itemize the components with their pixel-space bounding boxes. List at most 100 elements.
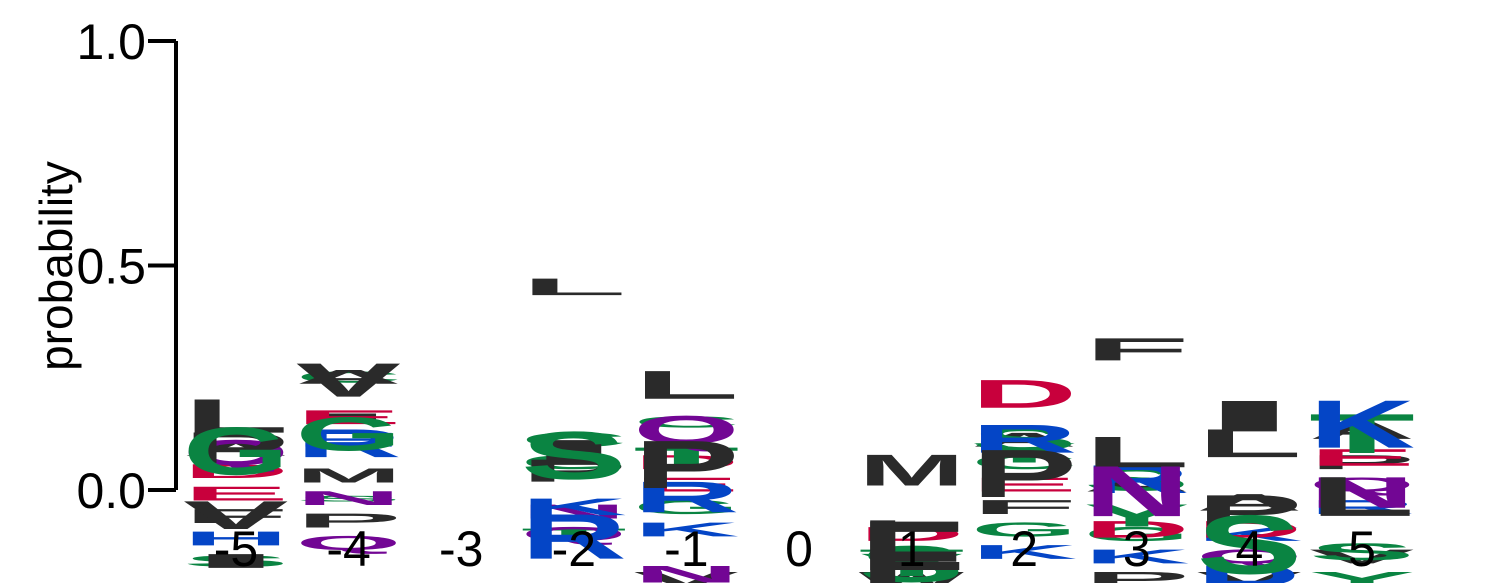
logo-letters: SIHFEDAVQPLGTSQPNMIHECARGVRYTQNKGCPIRLSV… xyxy=(183,274,1415,583)
logo-letter: I xyxy=(296,411,402,424)
y-tick-label: 1.0 xyxy=(76,14,146,70)
logo-letter: G xyxy=(971,518,1077,540)
logo-letter: N xyxy=(633,561,739,583)
logo-letter: R xyxy=(971,416,1077,461)
logo-letter: I xyxy=(183,550,289,572)
logo-letter: Y xyxy=(1084,498,1190,534)
logo-letter: L xyxy=(859,505,965,583)
logo-letter: N xyxy=(296,487,402,509)
logo-letter: A xyxy=(1084,474,1190,496)
y-tick-label: 0.5 xyxy=(76,239,146,295)
logo-letter: A xyxy=(1309,417,1415,444)
logo-letter: D xyxy=(1196,516,1302,543)
logo-letter: K xyxy=(1084,545,1190,567)
logo-letter: D xyxy=(859,523,965,545)
logo-letter: S xyxy=(1084,462,1190,498)
logo-letter: S xyxy=(183,552,289,570)
x-tick-label: -4 xyxy=(326,521,370,577)
logo-letter: K xyxy=(521,494,627,521)
logo-letter: F xyxy=(971,496,1077,518)
logo-letter: E xyxy=(971,473,1077,495)
logo-letter: Q xyxy=(633,408,739,453)
logo-letter: S xyxy=(859,535,965,583)
logo-letter: C xyxy=(633,413,739,431)
logo-letter: P xyxy=(1309,451,1415,473)
x-tick-label: -3 xyxy=(439,521,483,577)
logo-letter: D xyxy=(1084,516,1190,543)
logo-letter: F xyxy=(859,502,965,583)
logo-letter: T xyxy=(1309,402,1415,465)
logo-letter: R xyxy=(521,501,627,573)
x-tick-label: 1 xyxy=(898,521,926,577)
logo-letter: S xyxy=(521,417,627,493)
logo-letter: C xyxy=(296,368,402,386)
logo-letter: Y xyxy=(859,547,965,583)
logo-letter: Q xyxy=(296,532,402,554)
x-tick-labels: -5 -4 -3 -2 -1 0 1 2 3 4 5 xyxy=(214,521,1376,577)
logo-letter: G xyxy=(183,413,289,490)
logo-letter: F xyxy=(183,505,289,527)
y-tick-label: 0.0 xyxy=(76,463,146,519)
logo-letter: N xyxy=(1309,468,1415,517)
logo-letter: A xyxy=(183,438,289,460)
logo-letter: L xyxy=(1196,421,1302,466)
logo-letter: K xyxy=(1196,523,1302,545)
logo-letter: V xyxy=(1309,545,1415,567)
logo-letter: P xyxy=(971,435,1077,511)
x-tick-label: 3 xyxy=(1123,521,1151,577)
logo-letter: W xyxy=(859,568,965,583)
logo-letter: V xyxy=(1196,568,1302,583)
x-tick-label: 5 xyxy=(1348,521,1376,577)
logo-letter: V xyxy=(296,353,402,407)
logo-letter: P xyxy=(633,426,739,502)
logo-letter: S xyxy=(1309,538,1415,565)
logo-letter: G xyxy=(1084,523,1190,545)
x-tick-label: 2 xyxy=(1010,521,1038,577)
logo-letter: M xyxy=(859,446,965,495)
y-axis: 0.0 0.5 1.0 xyxy=(76,14,178,519)
logo-letter: R xyxy=(1196,556,1302,583)
x-tick-label: -2 xyxy=(552,521,596,577)
logo-letter: P xyxy=(1196,486,1302,536)
logo-letter: L xyxy=(633,362,739,407)
logo-letter: F xyxy=(1084,332,1190,368)
logo-letter: I xyxy=(1196,391,1302,440)
logo-letter: S xyxy=(1196,497,1302,583)
logo-letter: P xyxy=(1084,568,1190,583)
x-tick-label: 4 xyxy=(1235,521,1263,577)
logo-letter: T xyxy=(859,545,965,567)
logo-letter: C xyxy=(521,429,627,451)
logo-letter: A xyxy=(1196,489,1302,516)
logo-letter: S xyxy=(971,421,1077,457)
logo-letter: S xyxy=(296,494,402,503)
logo-letter: K xyxy=(633,518,739,540)
logo-letter: G xyxy=(296,407,402,461)
logo-letter: R xyxy=(633,472,739,521)
logo-letter: N xyxy=(521,500,627,522)
logo-letter: T xyxy=(633,442,739,473)
logo-letter: D xyxy=(971,372,1077,417)
logo-letter: L xyxy=(1309,465,1415,528)
logo-letter: Q xyxy=(1309,473,1415,495)
logo-letter: P xyxy=(521,453,627,489)
x-tick-label: -5 xyxy=(214,521,258,577)
logo-letter: K xyxy=(971,541,1077,563)
logo-letter: P xyxy=(183,423,289,473)
logo-letter: L xyxy=(521,274,627,301)
logo-letter: L xyxy=(183,389,289,443)
logo-letter: K xyxy=(1309,386,1415,462)
logo-letter: V xyxy=(633,568,739,583)
x-tick-label: -1 xyxy=(664,521,708,577)
logo-letter: G xyxy=(521,451,627,473)
x-tick-label: 0 xyxy=(785,521,813,577)
logo-letter: H xyxy=(296,429,402,451)
logo-letter: C xyxy=(971,451,1077,473)
logo-letter: L xyxy=(1084,427,1190,476)
logo-letter: V xyxy=(183,493,289,537)
logo-letter: A xyxy=(296,366,402,388)
logo-letter: E xyxy=(1309,444,1415,471)
logo-letter: E xyxy=(633,473,739,495)
logo-letter: R xyxy=(296,421,402,466)
logo-letter: E xyxy=(296,406,402,428)
